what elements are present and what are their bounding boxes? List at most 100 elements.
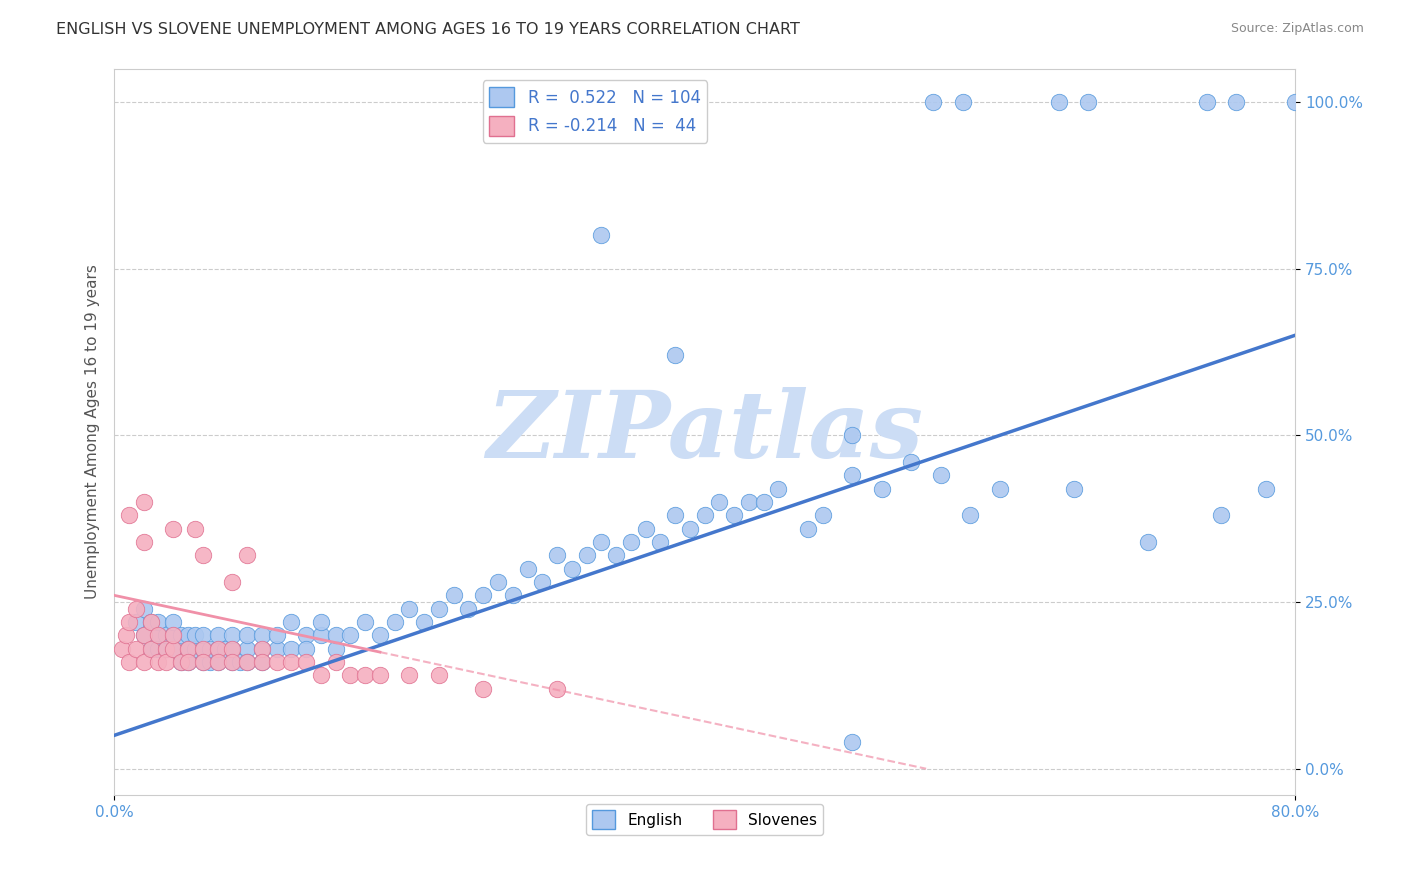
Point [870,482,893,496]
Point [236,628,259,642]
Point [797,522,820,536]
Point [309,628,332,642]
Point [228,655,250,669]
Point [768,482,790,496]
Point [605,549,627,563]
Point [1225,95,1247,109]
Point [841,468,863,483]
Point [752,495,775,509]
Point [591,535,613,549]
Point [221,574,243,589]
Point [295,628,318,642]
Point [1195,95,1218,109]
Point [472,681,495,696]
Point [132,535,155,549]
Point [236,641,259,656]
Point [398,601,420,615]
Point [295,641,318,656]
Point [486,574,509,589]
Point [368,668,391,682]
Point [236,655,259,669]
Point [184,641,207,656]
Point [162,641,184,656]
Point [1254,482,1277,496]
Point [250,641,273,656]
Point [531,574,554,589]
Point [177,655,200,669]
Point [155,655,177,669]
Point [184,522,207,536]
Point [427,601,450,615]
Point [634,522,657,536]
Point [250,655,273,669]
Point [148,615,170,629]
Point [266,641,288,656]
Point [664,508,686,523]
Point [959,508,981,523]
Point [650,535,672,549]
Point [132,601,155,615]
Point [125,615,148,629]
Point [132,628,155,642]
Point [191,549,214,563]
Point [177,641,200,656]
Point [413,615,436,629]
Point [922,95,945,109]
Point [250,655,273,669]
Point [384,615,406,629]
Point [325,641,347,656]
Point [811,508,834,523]
Point [457,601,479,615]
Point [354,615,377,629]
Point [148,628,170,642]
Point [472,588,495,602]
Point [354,668,377,682]
Point [162,628,184,642]
Legend: English, Slovenes: English, Slovenes [586,805,824,835]
Point [110,641,132,656]
Point [214,641,236,656]
Point [118,655,141,669]
Point [125,601,148,615]
Point [443,588,465,602]
Point [266,628,288,642]
Point [162,641,184,656]
Point [169,655,191,669]
Point [398,668,420,682]
Point [250,628,273,642]
Point [221,655,243,669]
Point [177,641,200,656]
Point [502,588,524,602]
Text: ENGLISH VS SLOVENE UNEMPLOYMENT AMONG AGES 16 TO 19 YEARS CORRELATION CHART: ENGLISH VS SLOVENE UNEMPLOYMENT AMONG AG… [56,22,800,37]
Point [132,655,155,669]
Point [309,668,332,682]
Point [561,562,583,576]
Point [191,641,214,656]
Point [177,655,200,669]
Point [198,655,221,669]
Point [155,641,177,656]
Point [207,641,229,656]
Point [125,641,148,656]
Point [148,641,170,656]
Point [148,628,170,642]
Point [207,641,229,656]
Point [952,95,974,109]
Point [546,681,568,696]
Point [679,522,702,536]
Point [575,549,598,563]
Point [155,628,177,642]
Point [427,668,450,682]
Point [169,628,191,642]
Point [162,522,184,536]
Y-axis label: Unemployment Among Ages 16 to 19 years: Unemployment Among Ages 16 to 19 years [86,265,100,599]
Text: Source: ZipAtlas.com: Source: ZipAtlas.com [1230,22,1364,36]
Point [325,628,347,642]
Point [280,655,302,669]
Point [191,655,214,669]
Point [709,495,731,509]
Point [169,655,191,669]
Point [118,615,141,629]
Point [546,549,568,563]
Point [723,508,745,523]
